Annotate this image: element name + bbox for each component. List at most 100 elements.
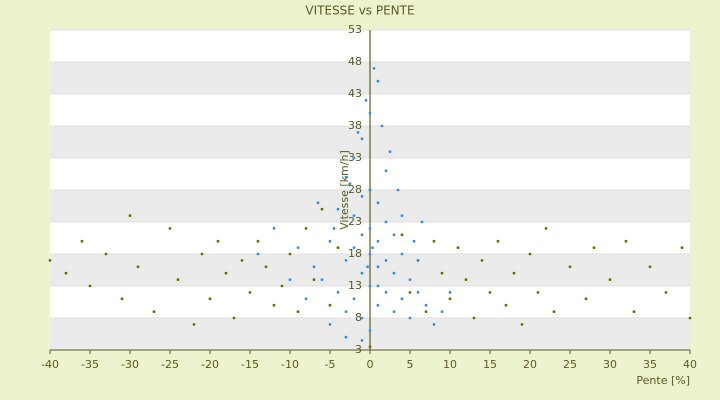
point (664, 291, 668, 294)
point (400, 297, 404, 301)
point (412, 239, 416, 243)
point (304, 297, 308, 301)
point (464, 278, 468, 281)
point (64, 271, 68, 275)
point (384, 220, 388, 224)
y-tick-label: 18 (348, 247, 362, 260)
point (104, 252, 108, 256)
x-tick-label: 40 (683, 358, 697, 371)
point (168, 227, 172, 230)
x-tick-label: 30 (603, 358, 617, 371)
point (328, 303, 332, 307)
point (248, 291, 252, 294)
point (120, 297, 124, 301)
point (632, 310, 636, 313)
y-tick-label: 23 (348, 215, 362, 228)
point (256, 239, 260, 243)
x-tick-label: 15 (483, 358, 497, 371)
x-tick-label: 10 (443, 358, 457, 371)
point (368, 111, 372, 115)
point (48, 259, 52, 262)
point (400, 252, 404, 256)
y-tick-label: 53 (348, 23, 362, 36)
point (376, 79, 380, 83)
point (200, 252, 204, 256)
x-tick-label: 5 (407, 358, 414, 371)
x-axis-label: Pente [%] (636, 374, 690, 387)
point (400, 233, 404, 237)
point (208, 297, 212, 301)
point (432, 239, 436, 243)
point (328, 323, 332, 326)
point (392, 233, 396, 237)
x-tick-label: 35 (643, 358, 657, 371)
point (384, 169, 388, 173)
y-tick-label: 38 (348, 119, 362, 132)
point (192, 323, 196, 326)
point (424, 310, 428, 313)
point (528, 252, 532, 256)
point (680, 246, 684, 250)
point (352, 246, 356, 250)
point (432, 323, 436, 326)
point (416, 259, 420, 262)
point (568, 265, 572, 269)
point (360, 195, 364, 198)
point (312, 265, 316, 269)
point (472, 316, 476, 320)
point (592, 246, 596, 250)
point (360, 233, 364, 237)
point (456, 246, 460, 250)
x-tick-label: -10 (281, 358, 299, 371)
point (688, 316, 692, 320)
point (316, 201, 320, 205)
point (384, 291, 388, 294)
point (488, 291, 492, 294)
point (608, 278, 612, 281)
point (544, 227, 548, 230)
point (240, 259, 244, 262)
point (264, 265, 268, 269)
y-axis-label: Vitesse [km/h] (338, 150, 351, 230)
y-tick-label: 13 (348, 279, 362, 292)
point (392, 310, 396, 313)
point (344, 259, 348, 262)
point (360, 271, 364, 275)
point (136, 265, 140, 269)
point (336, 207, 340, 211)
point (232, 316, 236, 320)
y-tick-label: 43 (348, 87, 362, 100)
point (272, 303, 276, 307)
point (272, 227, 276, 230)
point (512, 271, 516, 275)
point (348, 182, 352, 186)
point (360, 137, 364, 141)
point (368, 227, 372, 230)
point (368, 284, 372, 288)
point (320, 278, 324, 281)
point (224, 271, 228, 275)
point (376, 265, 380, 269)
point (332, 227, 336, 230)
y-tick-label: 28 (348, 183, 362, 196)
x-tick-label: 25 (563, 358, 577, 371)
point (648, 265, 652, 269)
point (392, 271, 396, 275)
point (80, 239, 84, 243)
point (352, 214, 356, 218)
point (380, 124, 384, 128)
point (364, 99, 368, 102)
point (152, 310, 156, 313)
point (552, 310, 556, 313)
point (368, 252, 372, 256)
point (480, 259, 484, 262)
point (312, 278, 316, 281)
point (448, 291, 452, 294)
point (288, 278, 292, 281)
point (344, 335, 348, 339)
point (424, 303, 428, 307)
point (408, 316, 412, 320)
point (584, 297, 588, 301)
point (376, 201, 380, 205)
